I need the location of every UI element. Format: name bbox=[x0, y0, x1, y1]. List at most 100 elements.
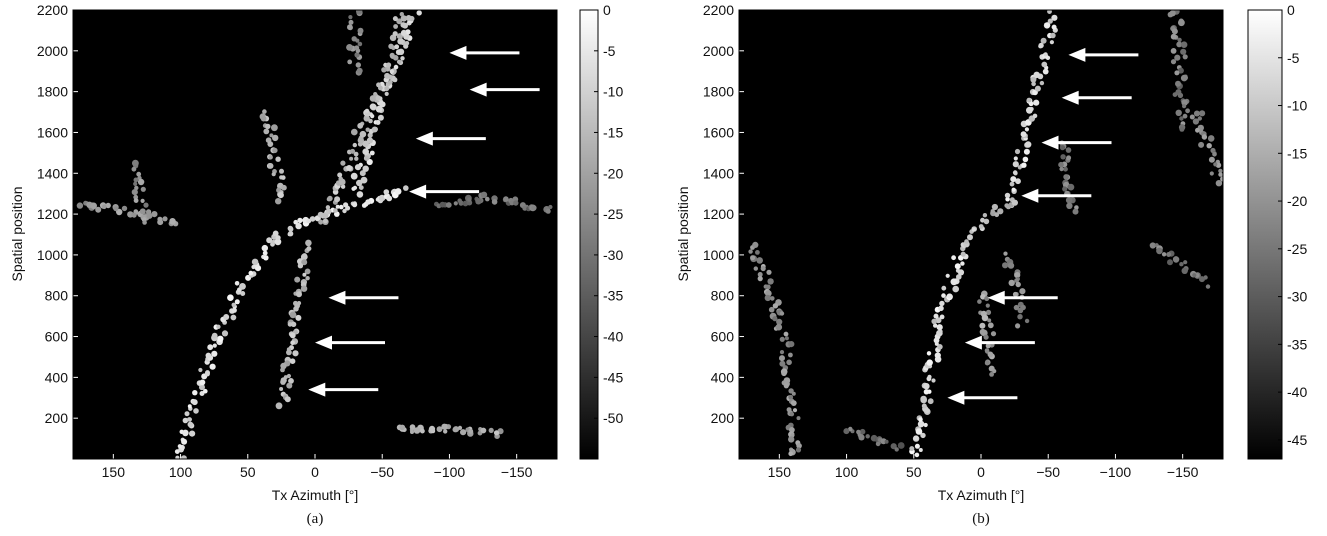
data-point-b-0 bbox=[920, 395, 927, 403]
data-point-b-1 bbox=[1034, 85, 1041, 92]
data-point-b-5 bbox=[788, 394, 794, 400]
data-point-b-0 bbox=[960, 261, 965, 266]
x-tick-label: 100 bbox=[835, 464, 859, 480]
data-point-a-1 bbox=[352, 185, 358, 190]
data-point-b-7 bbox=[1170, 48, 1177, 54]
data-point-b-0 bbox=[913, 435, 919, 441]
x-tick-label: 150 bbox=[102, 464, 126, 480]
data-point-b-7 bbox=[1179, 126, 1185, 132]
y-tick-label: 400 bbox=[45, 369, 69, 385]
data-point-a-0 bbox=[271, 239, 276, 244]
data-point-a-2 bbox=[365, 127, 370, 132]
data-point-a-0 bbox=[184, 411, 190, 417]
data-point-b-5 bbox=[756, 257, 763, 264]
data-point-a-0 bbox=[274, 238, 282, 246]
data-point-b-4 bbox=[1007, 262, 1015, 269]
data-point-b-5 bbox=[788, 436, 795, 443]
colorbar-tick-label: -40 bbox=[603, 329, 623, 345]
data-point-a-0 bbox=[227, 294, 234, 302]
data-point-b-5 bbox=[786, 359, 792, 366]
data-point-a-4 bbox=[286, 382, 293, 389]
data-point-b-2 bbox=[978, 224, 984, 229]
data-point-a-4 bbox=[304, 268, 311, 275]
data-point-b-7 bbox=[1176, 41, 1183, 48]
y-tick-label: 2200 bbox=[703, 2, 734, 18]
data-point-b-0 bbox=[923, 389, 930, 395]
data-point-a-1 bbox=[358, 185, 364, 191]
data-point-a-7 bbox=[488, 427, 494, 433]
data-point-b-7 bbox=[1171, 28, 1178, 35]
data-point-a-0 bbox=[293, 219, 299, 225]
colorbar-tick-label: -10 bbox=[603, 84, 623, 100]
data-point-a-2 bbox=[393, 24, 398, 29]
y-tick-label: 2000 bbox=[37, 43, 68, 59]
data-point-a-8 bbox=[466, 199, 473, 206]
data-point-a-5 bbox=[131, 212, 137, 218]
arrow-annotations-b bbox=[947, 47, 1139, 405]
data-point-a-6 bbox=[131, 189, 138, 196]
data-point-b-1 bbox=[1047, 18, 1053, 24]
data-point-a-2 bbox=[376, 82, 382, 88]
data-point-a-0 bbox=[223, 314, 230, 320]
data-point-a-7 bbox=[441, 423, 448, 430]
data-point-a-0 bbox=[239, 283, 246, 290]
data-point-b-0 bbox=[921, 403, 927, 409]
data-point-b-10 bbox=[1059, 145, 1066, 151]
data-point-a-0 bbox=[209, 363, 216, 370]
data-point-a-2 bbox=[340, 184, 346, 189]
data-point-a-1 bbox=[416, 10, 422, 16]
data-point-a-2 bbox=[375, 95, 381, 101]
data-point-a-3 bbox=[267, 141, 274, 148]
data-point-a-0 bbox=[192, 390, 198, 396]
data-point-b-1 bbox=[1033, 71, 1040, 79]
data-point-a-2 bbox=[388, 43, 394, 49]
y-axis-label-a: Spatial position bbox=[9, 187, 25, 282]
data-point-a-2 bbox=[353, 151, 359, 157]
data-point-a-1 bbox=[377, 114, 384, 121]
data-point-a-3 bbox=[263, 128, 270, 135]
data-point-b-8 bbox=[1218, 168, 1223, 174]
data-point-b-8 bbox=[1215, 180, 1223, 187]
data-point-a-0 bbox=[383, 189, 390, 195]
data-point-a-2 bbox=[346, 165, 353, 171]
data-point-b-5 bbox=[772, 303, 779, 309]
data-point-a-8 bbox=[458, 200, 464, 206]
data-point-a-3 bbox=[281, 184, 287, 191]
data-point-b-3 bbox=[984, 360, 990, 366]
data-point-b-0 bbox=[914, 452, 920, 458]
data-point-b-8 bbox=[1206, 143, 1212, 149]
data-point-b-7 bbox=[1170, 33, 1177, 40]
data-point-b-3 bbox=[985, 343, 991, 349]
data-point-a-8 bbox=[509, 200, 515, 206]
data-point-a-9 bbox=[348, 15, 353, 20]
colorbar-tick-label: -25 bbox=[603, 206, 623, 222]
data-point-a-0 bbox=[216, 324, 221, 329]
data-point-b-6 bbox=[884, 439, 889, 444]
data-point-a-7 bbox=[436, 426, 443, 433]
data-point-a-2 bbox=[386, 62, 392, 68]
data-point-a-0 bbox=[263, 255, 269, 261]
data-point-a-4 bbox=[296, 291, 302, 298]
data-point-a-7 bbox=[420, 428, 425, 434]
colorbar-tick-label: -5 bbox=[603, 43, 616, 59]
data-point-a-2 bbox=[399, 12, 404, 17]
data-point-a-3 bbox=[268, 155, 273, 160]
data-point-b-5 bbox=[791, 391, 796, 396]
x-tick-label: −50 bbox=[1036, 464, 1060, 480]
data-point-b-9 bbox=[1166, 252, 1172, 257]
data-point-a-3 bbox=[262, 109, 267, 114]
data-point-b-0 bbox=[918, 417, 923, 422]
colorbar-tick-label: -20 bbox=[603, 165, 623, 181]
data-point-a-0 bbox=[365, 199, 371, 205]
data-point-a-1 bbox=[369, 150, 375, 156]
data-point-a-9 bbox=[346, 44, 353, 51]
colorbar-ticks-b: 0 -5 -10 -15 -20 -25 -30 -35 -40 -45 bbox=[1278, 2, 1307, 448]
data-point-a-0 bbox=[199, 391, 205, 396]
data-point-a-0 bbox=[199, 379, 206, 386]
data-point-b-9 bbox=[1156, 247, 1163, 255]
heatmap-data-a bbox=[76, 10, 553, 459]
x-tick-label: 50 bbox=[240, 464, 256, 480]
colorbar-tick-label: -30 bbox=[603, 247, 623, 263]
data-point-b-5 bbox=[781, 370, 787, 377]
